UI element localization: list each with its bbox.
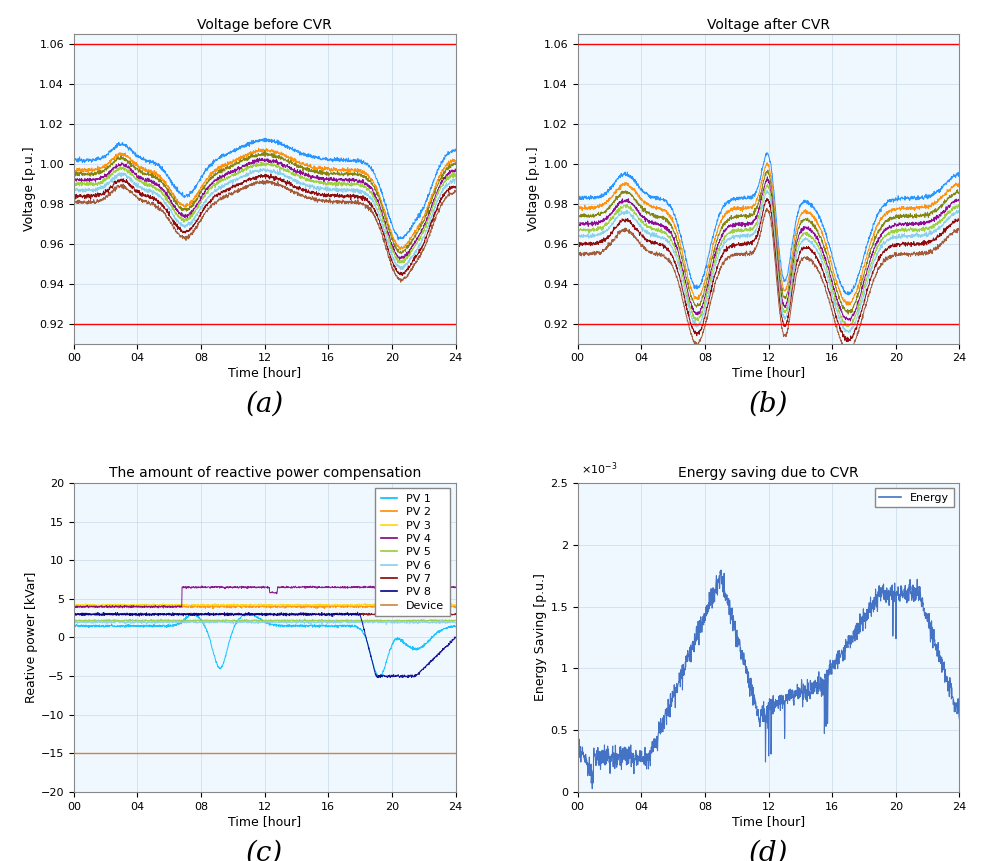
Y-axis label: Energy Saving [p.u.]: Energy Saving [p.u.]: [534, 573, 547, 702]
X-axis label: Time [hour]: Time [hour]: [732, 366, 805, 379]
Y-axis label: Voltage [p.u.]: Voltage [p.u.]: [24, 146, 36, 232]
Title: Voltage after CVR: Voltage after CVR: [707, 18, 830, 32]
Y-axis label: Reative power [kVar]: Reative power [kVar]: [25, 572, 37, 703]
Text: (d): (d): [749, 839, 788, 861]
X-axis label: Time [hour]: Time [hour]: [228, 815, 301, 827]
Text: (c): (c): [246, 839, 283, 861]
X-axis label: Time [hour]: Time [hour]: [228, 366, 301, 379]
Text: $\times10^{-3}$: $\times10^{-3}$: [582, 460, 618, 477]
Title: Energy saving due to CVR: Energy saving due to CVR: [678, 467, 859, 480]
X-axis label: Time [hour]: Time [hour]: [732, 815, 805, 827]
Title: The amount of reactive power compensation: The amount of reactive power compensatio…: [108, 467, 421, 480]
Y-axis label: Voltage [p.u.]: Voltage [p.u.]: [527, 146, 540, 232]
Legend: Energy: Energy: [875, 488, 953, 507]
Text: (b): (b): [749, 391, 788, 418]
Legend: PV 1, PV 2, PV 3, PV 4, PV 5, PV 6, PV 7, PV 8, Device: PV 1, PV 2, PV 3, PV 4, PV 5, PV 6, PV 7…: [375, 488, 450, 616]
Text: (a): (a): [246, 391, 283, 418]
Title: Voltage before CVR: Voltage before CVR: [197, 18, 332, 32]
